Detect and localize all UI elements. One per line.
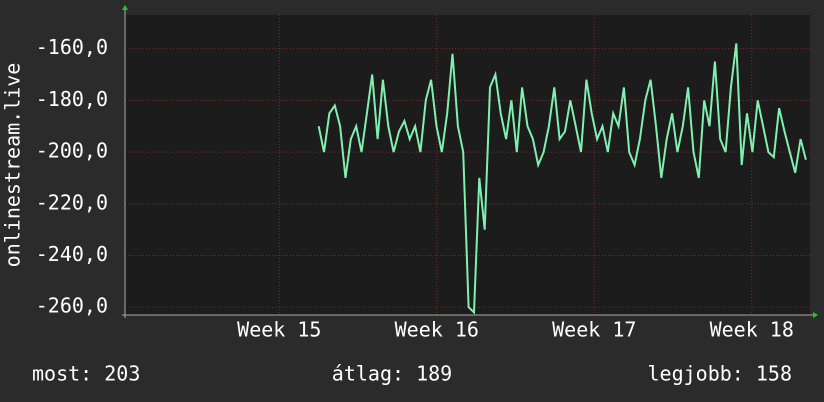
stat-best: legjobb: 158	[648, 362, 793, 386]
axis-arrow	[813, 312, 818, 318]
data-line	[317, 43, 807, 315]
y-tick-label: -260,0	[36, 294, 108, 318]
stat-average: átlag: 189	[332, 362, 452, 386]
y-tick-label: -180,0	[36, 87, 108, 111]
x-tick-label: Week 16	[395, 318, 479, 342]
y-tick-label: -240,0	[36, 242, 108, 266]
stat-current: most: 203	[32, 362, 140, 386]
y-tick-label: -160,0	[36, 35, 108, 59]
y-tick-label: -200,0	[36, 139, 108, 163]
x-tick-label: Week 15	[237, 318, 321, 342]
x-tick-label: Week 17	[552, 318, 636, 342]
x-tick-label: Week 18	[710, 318, 794, 342]
axis-arrow	[122, 5, 128, 10]
y-tick-label: -220,0	[36, 190, 108, 214]
y-axis-label: onlinestream.live	[1, 63, 25, 268]
